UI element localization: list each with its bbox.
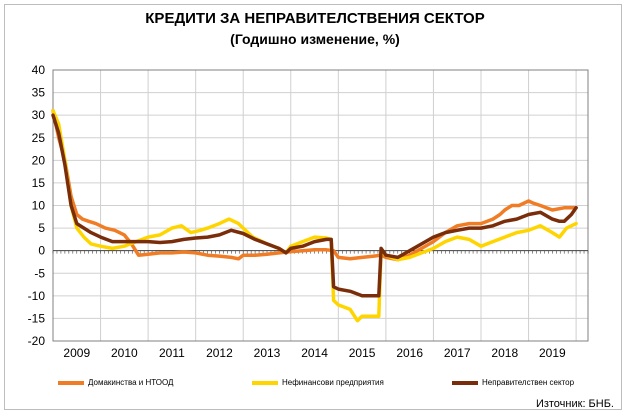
x-tick-label-10: 2019 (539, 346, 566, 360)
x-tick-label-1: 2010 (111, 346, 138, 360)
chart-title: КРЕДИТИ ЗА НЕПРАВИТЕЛСТВЕНИЯ СЕКТОР (145, 10, 485, 27)
legend-label-nonfinancial: Нефинансови предприятия (282, 378, 384, 387)
x-tick-label-3: 2012 (206, 346, 233, 360)
chart-frame (4, 4, 622, 410)
y-tick-label-4: 20 (32, 153, 46, 167)
plot-area-border (52, 69, 589, 342)
legend-item-nonfinancial: Нефинансови предприятия (252, 378, 384, 387)
y-tick-label-0: 40 (32, 63, 46, 77)
source-note: Източник: БНБ. (535, 398, 614, 410)
y-tick-label-9: -5 (34, 266, 45, 280)
y-tick-label-6: 10 (32, 199, 46, 213)
series-line-nonfinancial (51, 108, 578, 323)
y-tick-label-7: 5 (38, 221, 45, 235)
y-tick-label-5: 15 (32, 176, 46, 190)
legend-label-households: Домакинства и НТООД (88, 378, 174, 387)
x-tick-label-2: 2011 (159, 346, 185, 360)
x-tick-label-7: 2016 (396, 346, 423, 360)
y-tick-label-2: 30 (32, 108, 46, 122)
legend-label-nongovernment: Неправителствен сектор (482, 378, 575, 387)
series-line-households (51, 108, 578, 262)
x-tick-labels: 2009 2010 2011 2012 2013 2014 2015 2016 2017 2018… (63, 346, 566, 360)
legend-swatch-nonfinancial (252, 380, 278, 385)
y-tick-labels: 40 35 30 25 20 15 10 5 0 -5 -10 -15 -20 (28, 63, 46, 348)
gridlines (53, 69, 588, 342)
y-tick-label-1: 35 (32, 86, 46, 100)
series-line-nongovernment (51, 113, 578, 298)
x-tick-label-5: 2014 (301, 346, 328, 360)
legend-item-nongovernment: Неправителствен сектор (452, 378, 574, 387)
y-tick-label-3: 25 (32, 131, 46, 145)
x-tick-label-4: 2013 (254, 346, 281, 360)
series-lines (51, 108, 578, 323)
x-tick-label-8: 2017 (444, 346, 471, 360)
x-tick-label-9: 2018 (491, 346, 518, 360)
y-tick-label-10: -10 (28, 289, 46, 303)
y-tick-label-11: -15 (28, 311, 46, 325)
legend-swatch-households (58, 380, 84, 385)
x-tick-label-0: 2009 (63, 346, 90, 360)
chart-subtitle: (Годишно изменение, %) (230, 31, 400, 47)
y-tick-label-12: -20 (28, 334, 46, 348)
x-tick-label-6: 2015 (349, 346, 376, 360)
y-tick-label-8: 0 (38, 244, 45, 258)
legend-item-households: Домакинства и НТООД (58, 378, 173, 387)
legend-swatch-nongovernment (452, 380, 478, 385)
